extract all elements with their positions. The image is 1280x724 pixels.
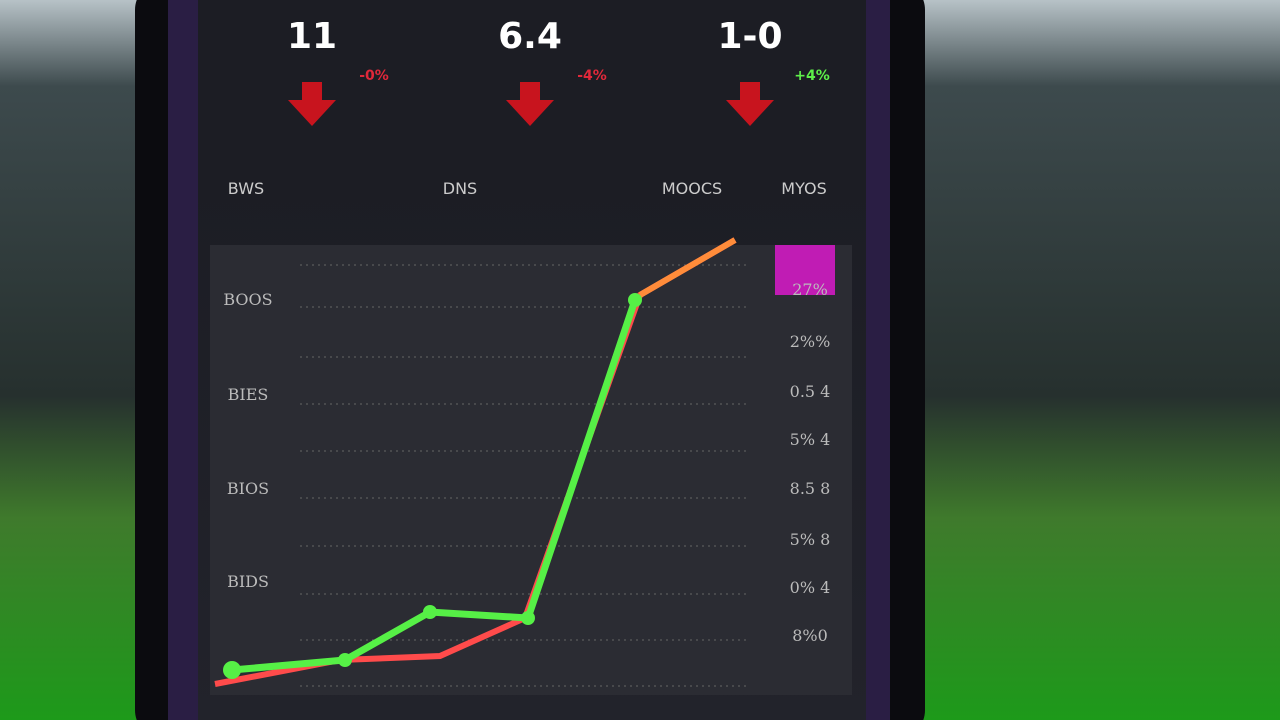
right-label: 27% (792, 280, 828, 299)
right-label: 0% 4 (790, 578, 831, 597)
right-label: 2%% (790, 332, 831, 351)
orange-line (638, 237, 737, 298)
chart-panel (210, 245, 852, 695)
stats-panel (198, 0, 866, 162)
left-label: BIOS (227, 479, 269, 498)
stat-change: -0% (359, 68, 389, 84)
right-label: 8.5 8 (790, 479, 831, 498)
right-label: 0.5 4 (790, 382, 831, 401)
down-arrow (288, 82, 336, 126)
left-label: BOOS (223, 290, 272, 309)
right-label: 5% 8 (790, 530, 831, 549)
stat-change: -4% (577, 68, 607, 84)
column-header: BWS (228, 179, 264, 198)
stat-value: 6.4 (498, 16, 562, 57)
right-label: 5% 4 (790, 430, 831, 449)
stat-value: 11 (287, 16, 337, 57)
point (223, 661, 241, 679)
down-arrow (726, 82, 774, 126)
column-header: MYOS (781, 179, 826, 198)
right-label: 8%0 (792, 626, 828, 645)
column-header: DNS (443, 179, 477, 198)
left-label: BIDS (227, 572, 269, 591)
stat-value: 1-0 (717, 16, 782, 57)
stat-change: +4% (794, 68, 830, 84)
point (338, 653, 352, 667)
column-header: MOOCS (662, 179, 722, 198)
point (628, 293, 642, 307)
point (521, 611, 535, 625)
left-label: BIES (228, 385, 269, 404)
highlight-badge (775, 245, 835, 295)
down-arrow (506, 82, 554, 126)
point (423, 605, 437, 619)
